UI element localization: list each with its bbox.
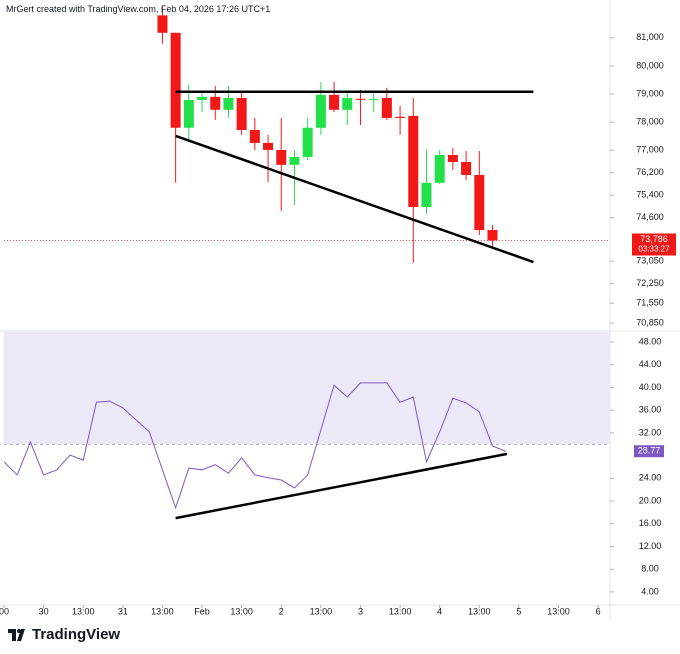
rsi-band <box>4 332 610 445</box>
candle-body <box>408 115 419 207</box>
pane <box>157 6 498 263</box>
candle-body <box>302 127 313 157</box>
candle-body <box>197 96 208 100</box>
candle-body <box>487 230 498 241</box>
x-tick-label: 13:00 <box>151 606 174 616</box>
y-tick-label: 44.00 <box>639 359 662 369</box>
candle-body <box>210 96 221 110</box>
header: MrGert created with TradingView.com, Feb… <box>6 4 271 14</box>
x-tick-label: 13:00 <box>547 606 570 616</box>
candle-body <box>421 182 432 207</box>
y-tick-label: 74,600 <box>636 212 664 222</box>
x-tick-label: 13:00 <box>230 606 253 616</box>
last-price-box <box>632 233 676 256</box>
footer-text: TradingView <box>32 626 121 643</box>
x-tick-label: 2 <box>279 606 284 616</box>
y-tick-label: 80,000 <box>636 60 664 70</box>
y-tick-label: 71,550 <box>636 298 664 308</box>
x-tick-label: 13:00 <box>310 606 333 616</box>
rsi-last-box <box>634 445 664 458</box>
candle-body <box>289 156 300 165</box>
candle-body <box>236 97 247 130</box>
x-tick-label: 00 <box>0 606 9 616</box>
candle-body <box>249 130 260 143</box>
y-tick-label: 24.00 <box>639 473 662 483</box>
pane <box>4 332 610 510</box>
y-tick-label: 73,050 <box>636 256 664 266</box>
candle-body <box>263 142 274 150</box>
y-tick-label: 48.00 <box>639 336 662 346</box>
y-tick-label: 8.00 <box>641 564 659 574</box>
candle-body <box>447 155 458 163</box>
y-tick-label: 79,000 <box>636 88 664 98</box>
y-tick-label: 40.00 <box>639 382 662 392</box>
candle-body <box>183 99 194 128</box>
y-tick-label: 36.00 <box>639 405 662 415</box>
x-tick-label: 31 <box>118 606 128 616</box>
candle-body <box>170 32 181 128</box>
y-tick-label: 70,850 <box>636 317 664 327</box>
x-tick-label: 4 <box>437 606 442 616</box>
x-tick-label: 13:00 <box>72 606 95 616</box>
logo-icon <box>8 628 25 641</box>
candle-body <box>355 98 366 100</box>
trendline <box>175 134 534 264</box>
candle-body <box>395 116 406 118</box>
x-tick-label: 13:00 <box>389 606 412 616</box>
candle-body <box>368 98 379 100</box>
y-tick-label: 16.00 <box>639 518 662 528</box>
candle-body <box>434 155 445 183</box>
y-tick-label: 77,000 <box>636 145 664 155</box>
chart: 81,000 80,000 79,000 78,000 77,000 76,200 75,4… <box>0 0 680 620</box>
x-tick-label: 30 <box>39 606 49 616</box>
rsi-last-label: 28.77 <box>638 446 661 456</box>
y-tick-label: 32.00 <box>639 427 662 437</box>
candle-body <box>157 15 168 33</box>
x-tick-label: 5 <box>516 606 521 616</box>
candle-body <box>329 94 340 110</box>
y-tick-label: 72,250 <box>636 278 664 288</box>
y-tick-label: 4.00 <box>641 586 659 596</box>
x-tick-label: 3 <box>358 606 363 616</box>
y-tick-label: 76,200 <box>636 167 664 177</box>
y-tick-label: 75,400 <box>636 190 664 200</box>
candle-body <box>342 97 353 110</box>
last-price-label: 73,786 <box>640 234 668 244</box>
y-tick-label: 12.00 <box>639 541 662 551</box>
candle-body <box>381 97 392 118</box>
candle-body <box>461 162 472 175</box>
x-tick-label: 6 <box>596 606 601 616</box>
x-tick-label: Feb <box>194 606 210 616</box>
candle-body <box>474 174 485 230</box>
footer-logo: TradingView <box>8 626 120 643</box>
x-tick-label: 13:00 <box>468 606 491 616</box>
candle-body <box>223 97 234 110</box>
countdown: 03:33:27 <box>638 245 670 254</box>
y-tick-label: 81,000 <box>636 32 664 42</box>
candle-body <box>276 149 287 165</box>
trendline <box>175 452 508 520</box>
candle-body <box>315 94 326 128</box>
y-tick-label: 78,000 <box>636 117 664 127</box>
rsi-line <box>4 382 506 510</box>
y-tick-label: 20.00 <box>639 495 662 505</box>
